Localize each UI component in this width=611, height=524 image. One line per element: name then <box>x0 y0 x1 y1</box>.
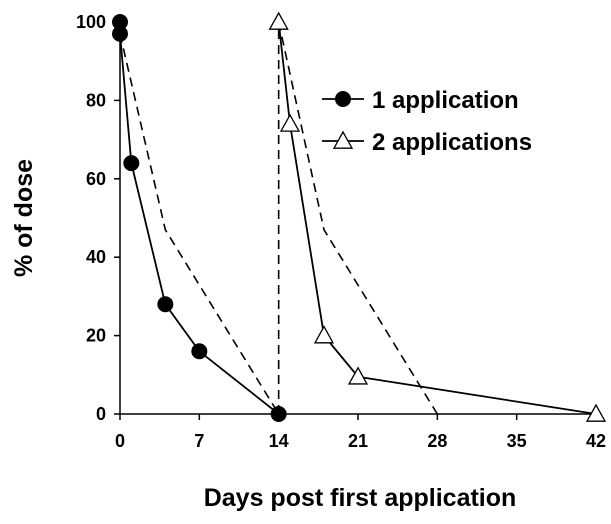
dashed-reference-line <box>119 33 280 415</box>
x-tick-label: 42 <box>586 431 606 451</box>
reference-lines <box>119 21 439 415</box>
series-line <box>277 21 597 415</box>
y-tick-label: 100 <box>76 12 106 32</box>
legend-marker <box>332 130 354 149</box>
data-point <box>157 296 174 313</box>
plot-area: 0 20 40 60 80 100 0 7 14 21 28 35 42 <box>76 11 607 451</box>
y-tick-label: 60 <box>86 169 106 189</box>
data-point <box>112 25 128 42</box>
dashed-reference-line <box>277 21 439 415</box>
x-tick-label: 28 <box>427 431 447 451</box>
y-tick-label: 0 <box>96 404 106 424</box>
y-axis-title: % of dose <box>10 159 38 277</box>
data-point <box>270 406 287 422</box>
legend-label: 2 applications <box>372 129 532 156</box>
x-axis-ticks: 0 7 14 21 28 35 42 <box>115 414 606 451</box>
x-tick-label: 35 <box>507 431 527 451</box>
data-point <box>347 366 369 385</box>
data-point <box>123 155 140 172</box>
data-point <box>313 325 335 344</box>
y-tick-label: 80 <box>86 90 106 110</box>
data-point <box>268 11 289 30</box>
y-tick-label: 40 <box>86 247 106 267</box>
series-1 <box>112 14 287 422</box>
x-tick-label: 0 <box>115 431 125 451</box>
legend-label: 1 application <box>372 87 519 114</box>
data-point <box>279 113 301 132</box>
legend-marker <box>335 91 351 107</box>
x-tick-label: 14 <box>269 431 289 451</box>
data-point <box>585 403 607 422</box>
data-point <box>191 343 208 360</box>
y-tick-label: 20 <box>86 326 106 346</box>
legend: 1 application 2 applications <box>322 87 532 156</box>
x-tick-label: 7 <box>194 431 204 451</box>
y-axis-ticks: 0 20 40 60 80 100 <box>76 12 120 424</box>
x-tick-label: 21 <box>348 431 368 451</box>
series-group <box>112 11 607 422</box>
x-axis-title: Days post first application <box>204 484 517 512</box>
series-2 <box>268 11 607 422</box>
